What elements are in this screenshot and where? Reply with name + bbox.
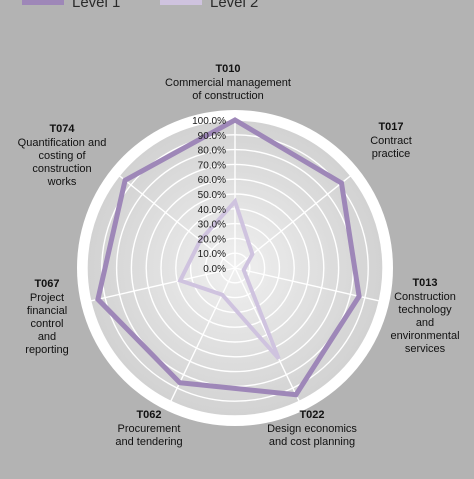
axis-category-label: works: [47, 176, 77, 188]
axis-code-label: T067: [34, 278, 59, 290]
legend-label: Level 1: [72, 0, 120, 11]
axis-code-label: T013: [412, 277, 437, 289]
axis-category-label: and cost planning: [269, 436, 355, 448]
axis-category-label: environmental: [390, 330, 459, 342]
axis-category-label: costing of: [38, 150, 86, 162]
axis-code-label: T022: [299, 409, 324, 421]
radial-tick-label: 90.0%: [198, 131, 226, 142]
axis-category-label: Design economics: [267, 423, 357, 435]
radial-tick-label: 30.0%: [198, 220, 226, 231]
axis-category-label: Commercial management: [165, 77, 291, 89]
radial-tick-label: 80.0%: [198, 146, 226, 157]
grid-spoke: [234, 175, 352, 269]
radial-tick-label: 50.0%: [198, 190, 226, 201]
radial-tick-label: 70.0%: [198, 160, 226, 171]
axis-category-label: construction: [32, 163, 91, 175]
axis-category-label: Quantification and: [18, 137, 107, 149]
axis-code-label: T074: [49, 123, 75, 135]
grid-spoke: [90, 267, 236, 302]
grid-spoke: [170, 267, 236, 402]
radial-tick-label: 10.0%: [198, 249, 226, 260]
axis-category-label: reporting: [25, 344, 68, 356]
legend-label: Level 2: [210, 0, 258, 11]
series-line-level-1: [95, 117, 362, 398]
radial-tick-label: 0.0%: [203, 264, 226, 275]
axis-category-label: Construction: [394, 291, 456, 303]
axis-category-label: and tendering: [115, 436, 182, 448]
radial-tick-label: 40.0%: [198, 205, 226, 216]
axis-category-label: financial: [27, 305, 67, 317]
axis-code-label: T062: [136, 409, 161, 421]
axis-category-label: technology: [398, 304, 452, 316]
grid-spoke: [118, 175, 236, 269]
radial-tick-label: 100.0%: [192, 116, 226, 127]
axis-code-label: T010: [215, 63, 240, 75]
axis-category-label: practice: [372, 148, 411, 160]
series-line-level-2: [177, 197, 281, 361]
axis-category-label: control: [30, 318, 63, 330]
axis-category-label: Project: [30, 292, 64, 304]
axis-category-label: Contract: [370, 135, 412, 147]
axis-category-label: and: [38, 331, 56, 343]
axis-category-label: and: [416, 317, 434, 329]
radial-tick-label: 60.0%: [198, 175, 226, 186]
axis-category-label: Procurement: [118, 423, 181, 435]
axis-category-label: of construction: [192, 90, 264, 102]
radial-tick-label: 20.0%: [198, 234, 226, 245]
grid-spoke: [234, 267, 380, 302]
axis-category-label: services: [405, 343, 446, 355]
axis-code-label: T017: [378, 121, 403, 133]
